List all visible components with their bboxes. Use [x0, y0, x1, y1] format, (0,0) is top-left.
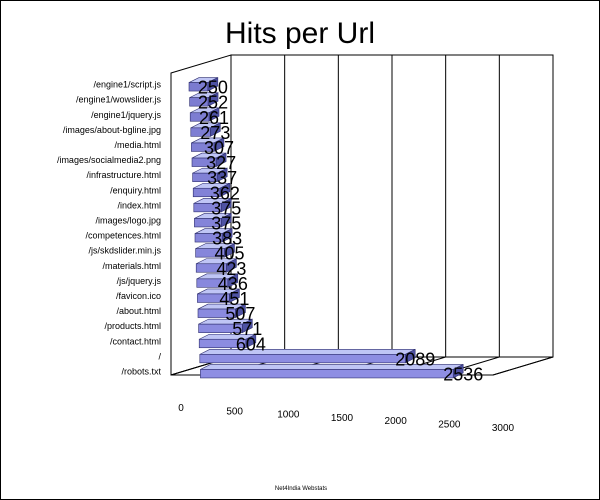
category-label: /robots.txt [121, 366, 161, 376]
value-label: 261 [199, 108, 229, 128]
value-label: 375 [211, 198, 241, 218]
bar-front [190, 127, 211, 137]
category-label: /contact.html [110, 336, 161, 346]
value-labels-layer: 2502522612733073273373623753753834054234… [198, 78, 483, 385]
category-label: /images/logo.jpg [95, 215, 161, 225]
bar-front [200, 369, 454, 379]
chart-title: Hits per Url [225, 17, 375, 50]
bar-front [197, 308, 236, 318]
value-label: 2089 [395, 349, 435, 369]
value-label: 375 [211, 213, 241, 233]
x-tick-label: 3000 [492, 423, 515, 434]
bar-front [189, 97, 209, 107]
category-label: /images/about-bgline.jpg [63, 125, 161, 135]
value-label: 273 [200, 123, 230, 143]
value-label: 451 [219, 289, 249, 309]
category-label: /materials.html [102, 261, 161, 271]
value-label: 307 [204, 138, 234, 158]
category-label: /js/skdslider.min.js [88, 246, 161, 256]
value-label: 604 [236, 334, 266, 354]
category-label: /infrastructure.html [86, 170, 161, 180]
bar-front [195, 248, 225, 258]
grid-line-floor [492, 356, 554, 376]
bar-front [197, 293, 230, 303]
category-label: /media.html [114, 140, 161, 150]
bar-front [194, 233, 223, 243]
value-label: 250 [198, 78, 228, 98]
x-tick-label: 2500 [438, 420, 461, 431]
bar-front [199, 354, 406, 364]
value-label: 423 [216, 259, 246, 279]
bar-front [189, 112, 210, 122]
category-label: /products.html [104, 321, 161, 331]
value-label: 337 [207, 168, 237, 188]
bar-front [194, 218, 222, 228]
bar-front [188, 82, 209, 92]
value-label: 436 [218, 274, 248, 294]
category-label: /competences.html [85, 231, 161, 241]
category-label: /enquiry.html [110, 185, 161, 195]
category-label: / [158, 351, 161, 361]
axis-labels-layer: 0 500 1000 1500 2000 2500 3000/engine1/script.… [57, 80, 515, 434]
value-label: 383 [212, 229, 242, 249]
category-label: /engine1/wowslider.js [76, 95, 162, 105]
bar-top [199, 349, 416, 355]
x-tick-label: 500 [226, 406, 243, 417]
bar-front [195, 263, 227, 273]
x-tick-label: 2000 [385, 416, 408, 427]
category-label: /index.html [117, 200, 161, 210]
category-label: /images/socialmedia2.png [57, 155, 161, 165]
bar-front [198, 338, 247, 349]
bar-front [198, 323, 243, 333]
bar-front [191, 142, 215, 152]
x-tick-label: 1000 [277, 410, 300, 421]
value-label: 2536 [443, 364, 483, 384]
value-label: 571 [232, 319, 262, 339]
bar-front [196, 278, 229, 288]
bar-front [193, 203, 222, 213]
bar-front [192, 187, 221, 198]
x-tick-label: 0 [178, 403, 184, 414]
bar-front [192, 172, 218, 182]
bar-front [191, 157, 217, 167]
bars-layer [188, 77, 464, 379]
chart-footer: Net4India Webstats [275, 486, 327, 492]
value-label: 252 [198, 93, 228, 113]
category-label: /about.html [116, 306, 161, 316]
value-label: 362 [210, 183, 240, 203]
category-label: /favicon.ico [116, 291, 161, 301]
category-label: /js/jquery.js [117, 276, 162, 286]
value-label: 405 [214, 244, 244, 264]
value-label: 507 [225, 304, 255, 324]
value-label: 327 [206, 153, 236, 173]
x-tick-label: 1500 [331, 413, 354, 424]
category-label: /engine1/script.js [93, 80, 161, 90]
category-label: /engine1/jquery.js [91, 110, 161, 120]
